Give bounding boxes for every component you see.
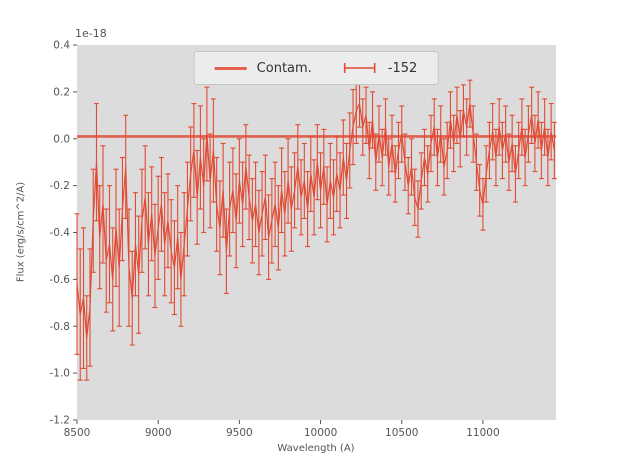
svg-text:-1.0: -1.0	[50, 368, 71, 380]
x-axis-title: Wavelength (A)	[277, 443, 355, 454]
legend-item-series: -152	[342, 60, 418, 76]
svg-text:10500: 10500	[385, 427, 418, 439]
svg-text:-1.2: -1.2	[50, 415, 71, 427]
svg-text:0.0: 0.0	[53, 133, 70, 145]
svg-text:9000: 9000	[145, 427, 172, 439]
svg-text:0.4: 0.4	[53, 40, 70, 52]
contam-line-swatch	[214, 66, 247, 70]
legend: Contam. -152	[193, 51, 439, 85]
svg-text:0.2: 0.2	[53, 86, 70, 98]
legend-item-contam: Contam.	[214, 60, 312, 76]
legend-label-series: -152	[387, 60, 418, 76]
svg-text:-0.4: -0.4	[50, 227, 71, 239]
y-axis-offset-label: 1e-18	[75, 27, 107, 40]
svg-text:11000: 11000	[466, 427, 499, 439]
svg-text:-0.6: -0.6	[50, 274, 71, 286]
svg-text:10000: 10000	[304, 427, 337, 439]
svg-text:-0.2: -0.2	[50, 180, 71, 192]
legend-label-contam: Contam.	[256, 60, 312, 76]
svg-text:9500: 9500	[226, 427, 253, 439]
y-axis-title: Flux (erg/s/cm^2/A)	[15, 181, 27, 283]
svg-text:8500: 8500	[64, 427, 91, 439]
errorbar-swatch-icon	[344, 63, 376, 73]
svg-text:-0.8: -0.8	[50, 321, 71, 333]
